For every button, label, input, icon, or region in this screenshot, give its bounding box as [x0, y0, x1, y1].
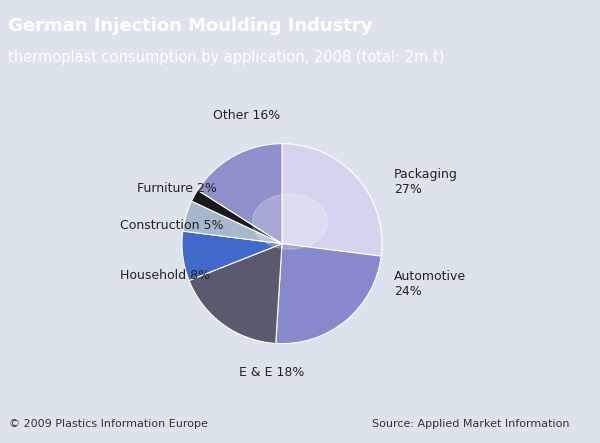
Text: Automotive
24%: Automotive 24%	[394, 270, 466, 298]
Text: Construction 5%: Construction 5%	[120, 219, 223, 232]
Text: Source: Applied Market Information: Source: Applied Market Information	[372, 419, 569, 429]
Wedge shape	[276, 244, 381, 344]
Text: Other 16%: Other 16%	[214, 109, 281, 122]
Text: © 2009 Plastics Information Europe: © 2009 Plastics Information Europe	[9, 419, 208, 429]
Text: German Injection Moulding Industry: German Injection Moulding Industry	[8, 17, 372, 35]
Wedge shape	[191, 190, 282, 244]
Wedge shape	[189, 244, 282, 343]
Text: Furniture 2%: Furniture 2%	[137, 182, 217, 195]
Wedge shape	[197, 144, 282, 244]
Text: E & E 18%: E & E 18%	[239, 365, 305, 379]
Wedge shape	[183, 201, 282, 244]
Ellipse shape	[253, 194, 328, 249]
Text: Household 8%: Household 8%	[120, 269, 210, 282]
Wedge shape	[182, 231, 282, 280]
Text: thermoplast consumption by application, 2008 (total: 2m t): thermoplast consumption by application, …	[8, 51, 444, 66]
Wedge shape	[282, 144, 382, 256]
Text: Packaging
27%: Packaging 27%	[394, 167, 458, 196]
